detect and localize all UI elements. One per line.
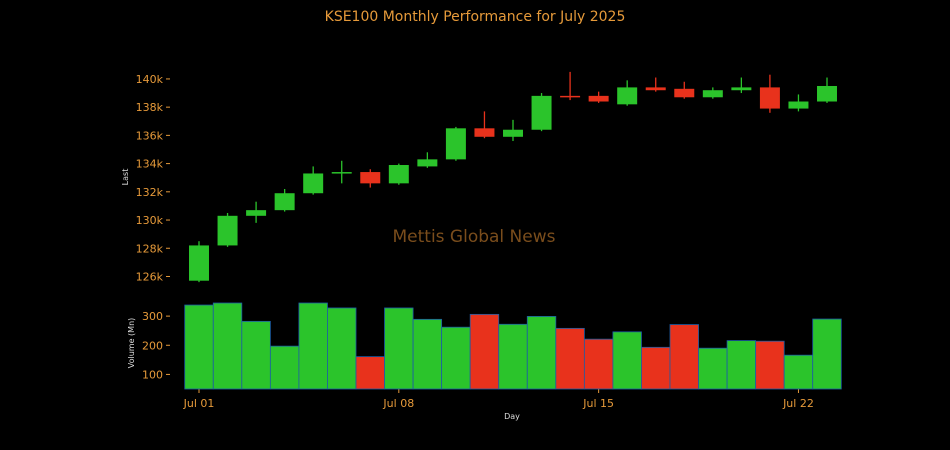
candle-body <box>788 101 809 109</box>
volume-bar <box>526 316 557 390</box>
candle-body <box>417 159 438 167</box>
price-axis: 126k 128k 130k 132k 134k 136k 138k 140k <box>136 73 170 283</box>
candle-body <box>388 165 409 184</box>
volume-tick-label: 300 <box>142 310 163 323</box>
candle-body <box>817 85 837 102</box>
candle-body <box>246 210 267 216</box>
volume-bar <box>698 347 728 390</box>
candle-body <box>360 172 381 184</box>
price-tick-label: 140k <box>136 73 164 86</box>
volume-bar <box>298 302 328 390</box>
candle-body <box>474 128 495 137</box>
volume-bar <box>355 356 385 390</box>
x-tick-label: Jul 01 <box>183 397 215 410</box>
candle-body <box>331 172 352 174</box>
price-tick-label: 132k <box>136 186 164 199</box>
volume-bar <box>241 320 271 390</box>
candle-body <box>531 95 552 130</box>
candle-body <box>217 215 238 246</box>
volume-axis-label: Volume (Mn) <box>127 318 136 369</box>
price-tick-label: 138k <box>136 101 164 114</box>
candle-body <box>503 129 523 137</box>
volume-bar <box>583 338 614 390</box>
candles-group <box>189 71 837 283</box>
candle-body <box>674 88 695 98</box>
x-tick-label: Jul 22 <box>782 397 814 410</box>
price-tick-label: 136k <box>136 129 164 142</box>
volume-bar <box>612 331 642 390</box>
price-axis-label: Last <box>121 169 130 186</box>
candle-body <box>303 173 324 194</box>
candle-body <box>445 128 466 160</box>
candle-body <box>731 87 752 91</box>
candle-body <box>189 245 209 281</box>
volume-bars-group <box>184 302 842 390</box>
volume-bar <box>327 307 357 390</box>
volume-axis: 100 200 300 <box>142 310 170 381</box>
candle-body <box>645 87 666 91</box>
price-tick-label: 130k <box>136 214 164 227</box>
volume-bar <box>726 340 757 390</box>
candle-body <box>274 193 295 211</box>
volume-tick-label: 100 <box>142 368 163 381</box>
chart-title: KSE100 Monthly Performance for July 2025 <box>325 9 626 25</box>
volume-bar <box>384 307 414 390</box>
x-axis-label: Day <box>504 412 520 421</box>
candle-body <box>702 90 723 98</box>
candle-body <box>617 87 638 105</box>
volume-bar <box>441 326 471 390</box>
volume-bar <box>555 327 585 390</box>
price-tick-label: 126k <box>136 270 164 283</box>
volume-bar <box>812 318 842 390</box>
volume-bar <box>212 302 243 390</box>
volume-bar <box>755 340 785 390</box>
price-tick-label: 134k <box>136 158 164 171</box>
volume-bar <box>184 304 214 390</box>
volume-bar <box>669 324 699 390</box>
candle-body <box>560 95 581 98</box>
watermark: Mettis Global News <box>392 227 555 247</box>
volume-bar <box>498 323 528 390</box>
volume-bar <box>641 346 671 390</box>
x-tick-label: Jul 15 <box>582 397 614 410</box>
price-tick-label: 128k <box>136 242 164 255</box>
volume-bar <box>412 318 443 390</box>
candle-body <box>759 87 780 109</box>
volume-bar <box>269 345 300 390</box>
volume-tick-label: 200 <box>142 339 163 352</box>
volume-bar <box>783 354 814 390</box>
x-tick-label: Jul 08 <box>382 397 414 410</box>
candle-body <box>588 95 609 102</box>
volume-bar <box>469 313 500 390</box>
